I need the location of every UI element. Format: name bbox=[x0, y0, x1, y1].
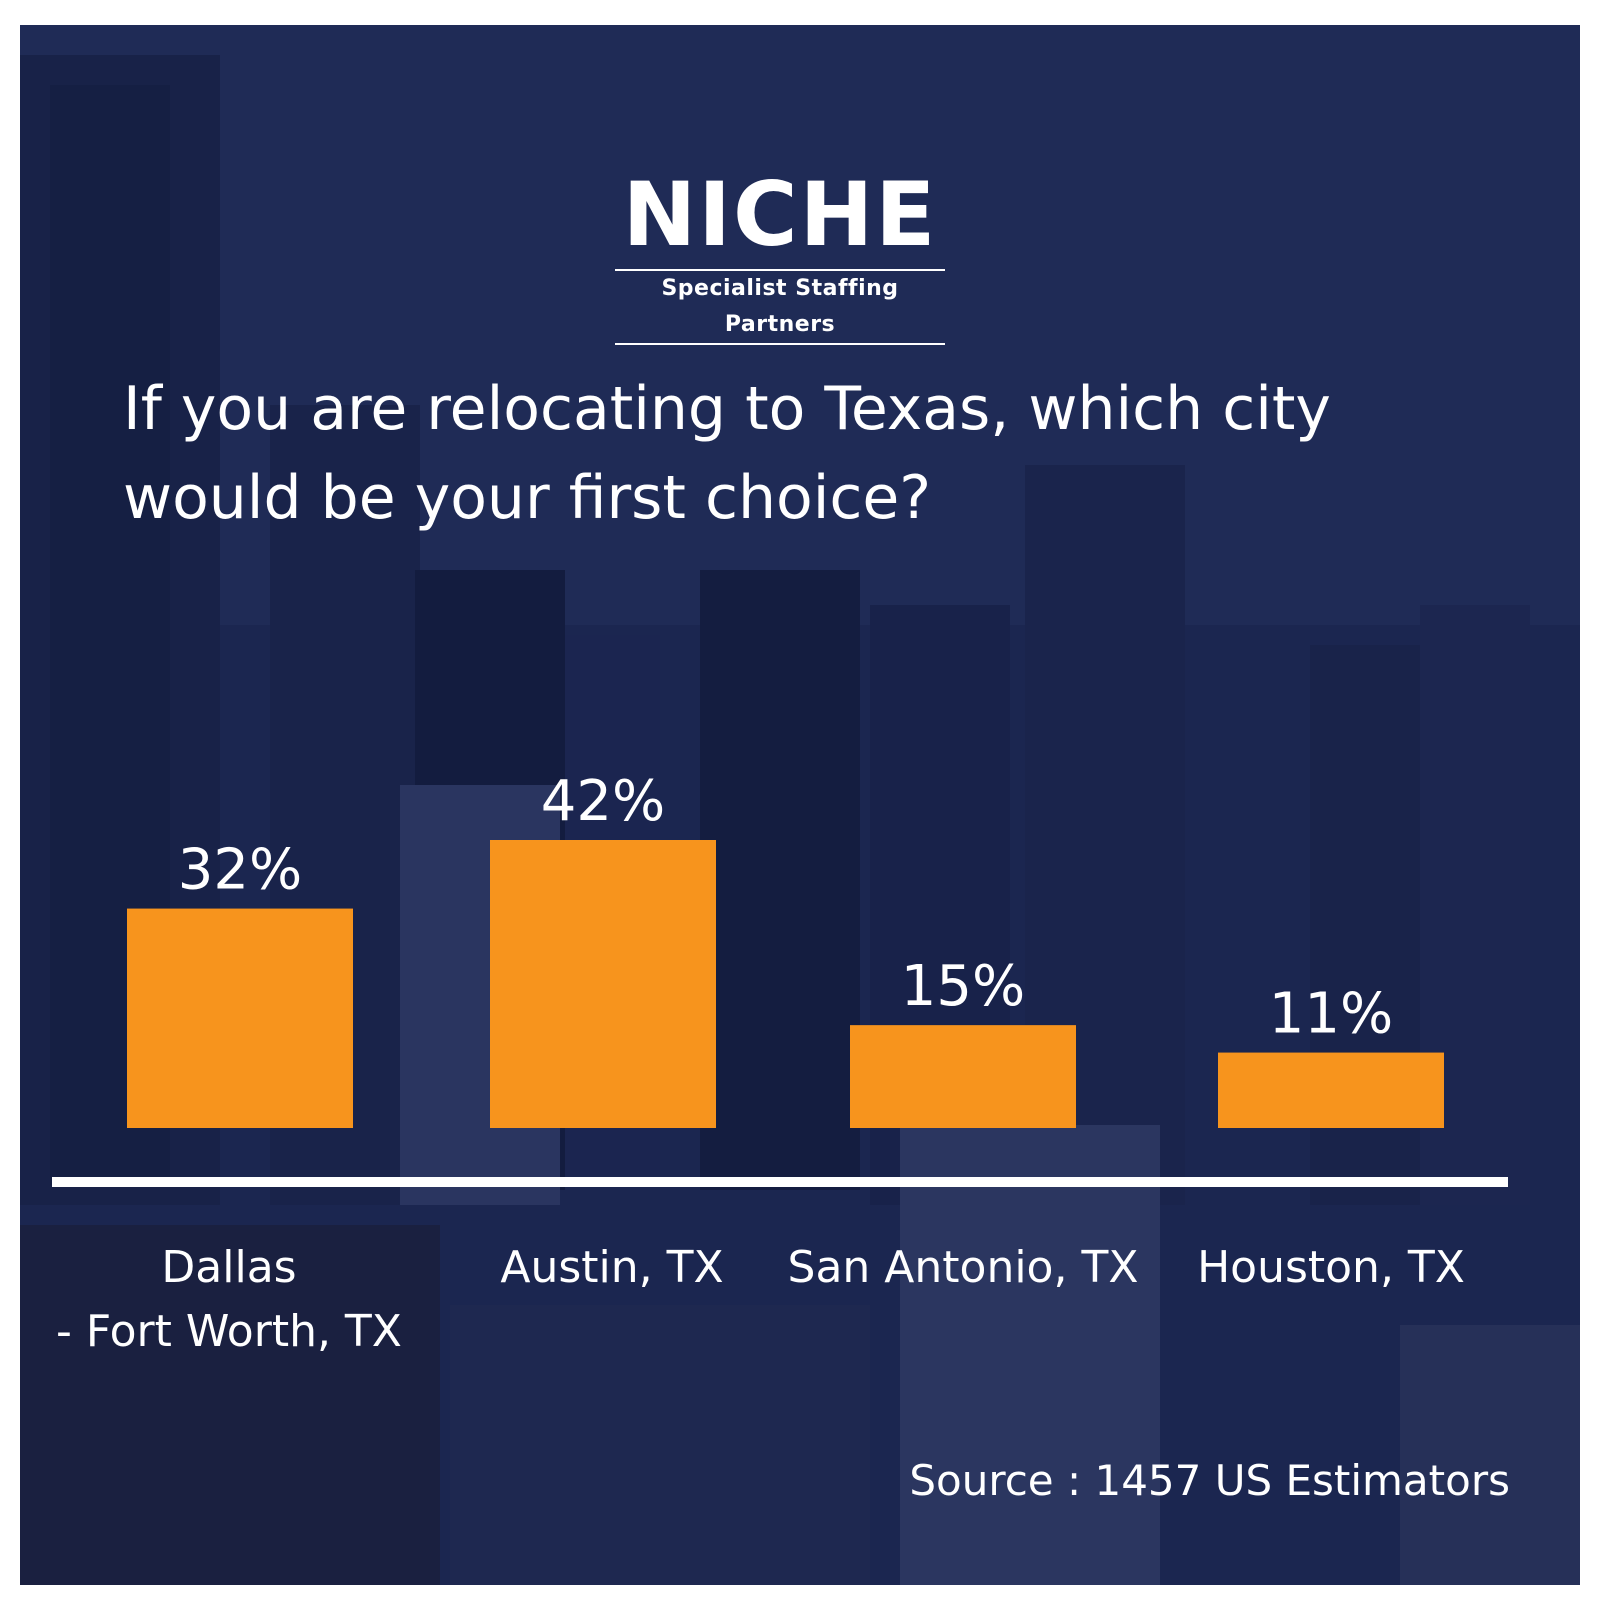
data-label-0: 32% bbox=[178, 838, 302, 903]
bar-1 bbox=[490, 840, 716, 1128]
logo-tagline: Specialist Staffing Partners bbox=[615, 269, 945, 345]
logo-wordmark: NICHE bbox=[622, 163, 938, 266]
chart-title: If you are relocating to Texas, which ci… bbox=[123, 374, 1331, 533]
data-label-3: 11% bbox=[1269, 982, 1393, 1047]
category-label-1-0: Austin, TX bbox=[500, 1242, 723, 1293]
data-label-2: 15% bbox=[901, 954, 1025, 1019]
x-axis-line bbox=[52, 1177, 1508, 1187]
source-note: Source : 1457 US Estimators bbox=[909, 1456, 1510, 1505]
category-label-0-0: Dallas bbox=[161, 1242, 296, 1293]
bar-0 bbox=[127, 908, 353, 1128]
data-label-1: 42% bbox=[541, 769, 665, 834]
category-label-0-1: - Fort Worth, TX bbox=[56, 1306, 402, 1357]
bar-2 bbox=[850, 1025, 1076, 1128]
bar-3 bbox=[1218, 1052, 1444, 1128]
infographic-card: NICHE Specialist Staffing Partners If yo… bbox=[20, 25, 1580, 1585]
category-label-2-0: San Antonio, TX bbox=[788, 1242, 1139, 1293]
bar-chart: 32% 42% 15% 11% Dallas - Fort Worth, TX Austin… bbox=[52, 769, 1508, 1357]
category-label-3-0: Houston, TX bbox=[1197, 1242, 1465, 1293]
niche-logo: NICHE Specialist Staffing Partners bbox=[610, 165, 950, 345]
